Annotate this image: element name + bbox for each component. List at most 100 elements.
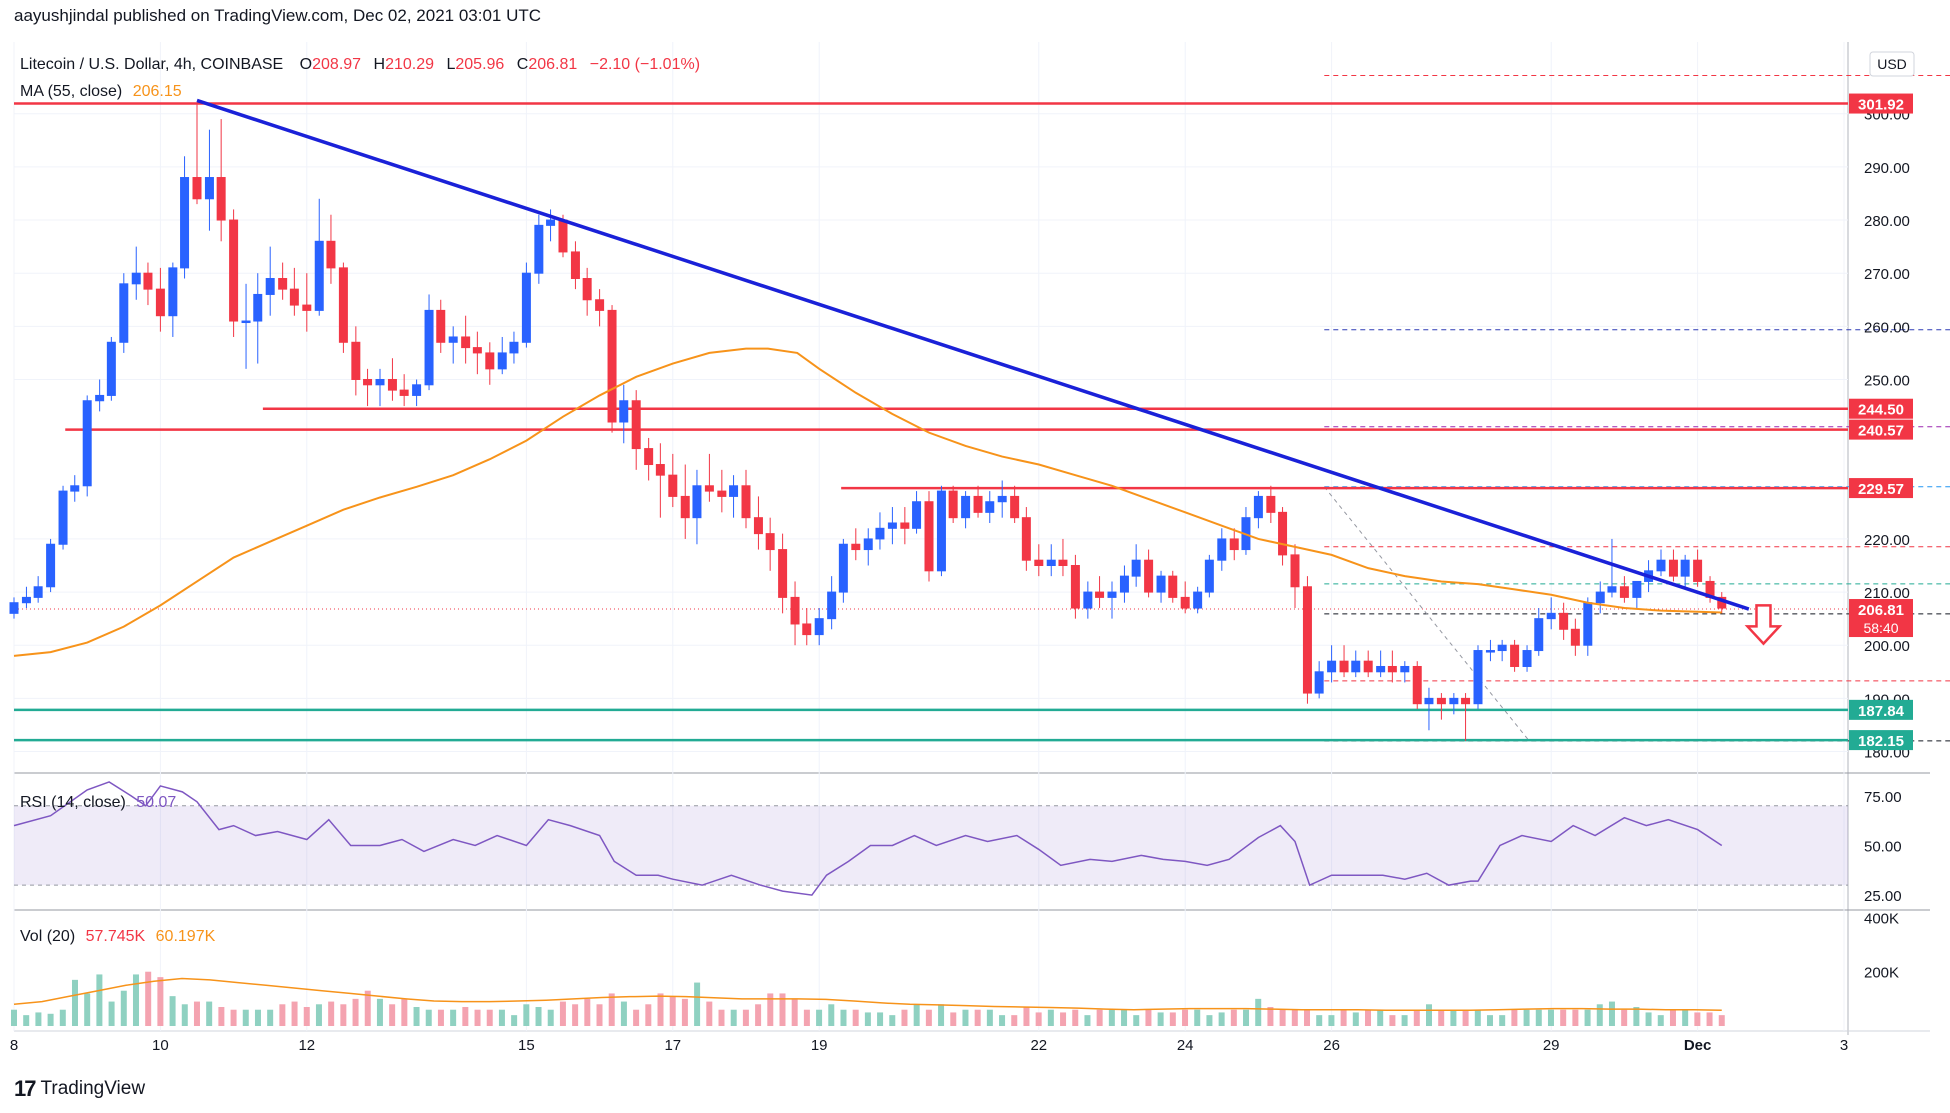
ma-value: 206.15	[133, 83, 182, 100]
volume-bar	[108, 1001, 115, 1026]
currency-button[interactable]: USD	[1869, 51, 1915, 77]
vol-value: 57.745K	[86, 928, 146, 945]
candle-body	[1668, 559, 1678, 577]
candle-body	[1058, 559, 1068, 567]
price-tick-label: 280.00	[1864, 213, 1910, 230]
publish-info: published on TradingView.com, Dec 02, 20…	[113, 6, 542, 25]
volume-bar	[1194, 1009, 1201, 1026]
volume-bar	[218, 1007, 225, 1026]
candle-body	[838, 543, 848, 593]
author-name[interactable]: aayushjindal	[14, 6, 109, 25]
volume-bar	[1596, 1004, 1603, 1026]
volume-bar	[999, 1015, 1006, 1026]
volume-bar	[96, 974, 103, 1026]
candle-body	[1449, 697, 1459, 705]
candle-body	[265, 278, 275, 295]
volume-bar	[401, 998, 408, 1026]
candle-body	[9, 602, 19, 614]
volume-bar	[364, 990, 371, 1026]
candle-body	[1351, 660, 1361, 673]
rsi-label: RSI (14, close)	[20, 794, 126, 811]
candle-body	[1485, 650, 1495, 653]
candle-body	[973, 495, 983, 513]
volume-bar	[938, 1004, 945, 1026]
volume-bar	[950, 1012, 957, 1026]
candle-body	[1107, 591, 1117, 598]
volume-bar	[35, 1012, 42, 1026]
volume-bar	[572, 1004, 579, 1026]
price-tick-label: 260.00	[1864, 319, 1910, 336]
volume-bar	[706, 1001, 713, 1026]
candle-body	[814, 618, 824, 636]
candle-body	[863, 538, 873, 551]
candle-body	[985, 501, 995, 513]
time-axis[interactable]: 8101215171922242629Dec368	[10, 1037, 1950, 1054]
price-badge-label: 206.81	[1858, 602, 1904, 619]
volume-bar	[1718, 1015, 1725, 1026]
volume-bar	[1316, 1015, 1323, 1026]
price-badge	[1849, 419, 1913, 440]
candle-body	[1070, 565, 1080, 609]
volume-bar	[1474, 1009, 1481, 1026]
candle-body	[1168, 575, 1178, 598]
candle-body	[619, 400, 629, 423]
candle-body	[314, 240, 324, 311]
tradingview-logo[interactable]: 17 TradingView	[14, 1076, 145, 1102]
volume-bar	[779, 993, 786, 1026]
rsi-tick-label: 75.00	[1864, 789, 1902, 806]
volume-bar	[1694, 1012, 1701, 1026]
volume-bar	[230, 1009, 237, 1026]
down-arrow-icon	[1744, 604, 1783, 646]
volume-bar	[1304, 1009, 1311, 1026]
volume-bar	[450, 1009, 457, 1026]
volume-bar	[279, 1004, 286, 1026]
candle-body	[546, 219, 556, 226]
volume-bar	[901, 1009, 908, 1026]
candle-body	[1021, 517, 1031, 561]
volume-bar	[791, 998, 798, 1026]
candle-body	[1546, 612, 1556, 620]
vol-tick-label: 400K	[1864, 910, 1899, 927]
volume-bar	[328, 1001, 335, 1026]
volume-bar	[413, 1007, 420, 1026]
price-badge	[1849, 730, 1913, 751]
volume-bar	[1182, 1009, 1189, 1026]
volume-bar	[1401, 1015, 1408, 1026]
time-tick-label: 3	[1840, 1037, 1848, 1054]
volume-bar	[474, 1009, 481, 1026]
price-axis[interactable]: 180.00190.00200.00210.00220.00250.00260.…	[1849, 93, 1913, 982]
price-badge-label: 240.57	[1858, 423, 1904, 440]
candle-body	[692, 485, 702, 519]
volume-bar	[1133, 1015, 1140, 1026]
candle-body	[1595, 591, 1605, 604]
candle-body	[1559, 612, 1569, 630]
volume-bar	[1584, 1009, 1591, 1026]
volume-bar	[1438, 1009, 1445, 1026]
candle-body	[1400, 665, 1410, 673]
candle-body	[741, 485, 751, 519]
rsi-band	[14, 805, 1848, 886]
candle-body	[1680, 559, 1690, 577]
candle-body	[1363, 660, 1373, 673]
publish-header: aayushjindal published on TradingView.co…	[14, 6, 541, 26]
price-tick-label: 210.00	[1864, 585, 1910, 602]
volume-bar	[889, 1015, 896, 1026]
candle-body	[1522, 650, 1532, 667]
candle-body	[1302, 586, 1312, 694]
volume-bar	[1060, 1012, 1067, 1026]
candle-body	[1583, 602, 1593, 646]
volume-bar	[1523, 1009, 1530, 1026]
volume-bar	[1621, 1009, 1628, 1026]
volume-bar	[1011, 1015, 1018, 1026]
price-badge	[1849, 699, 1913, 720]
price-badge-label: 187.84	[1858, 703, 1905, 720]
volume-pane	[11, 971, 1725, 1026]
price-tick-label: 290.00	[1864, 160, 1910, 177]
volume-bar	[596, 1004, 603, 1026]
ohlc-close-label: C	[517, 56, 529, 73]
candle-body	[424, 309, 434, 386]
candle-body	[1046, 559, 1056, 567]
volume-bar	[681, 998, 688, 1026]
volume-bar	[559, 1001, 566, 1026]
